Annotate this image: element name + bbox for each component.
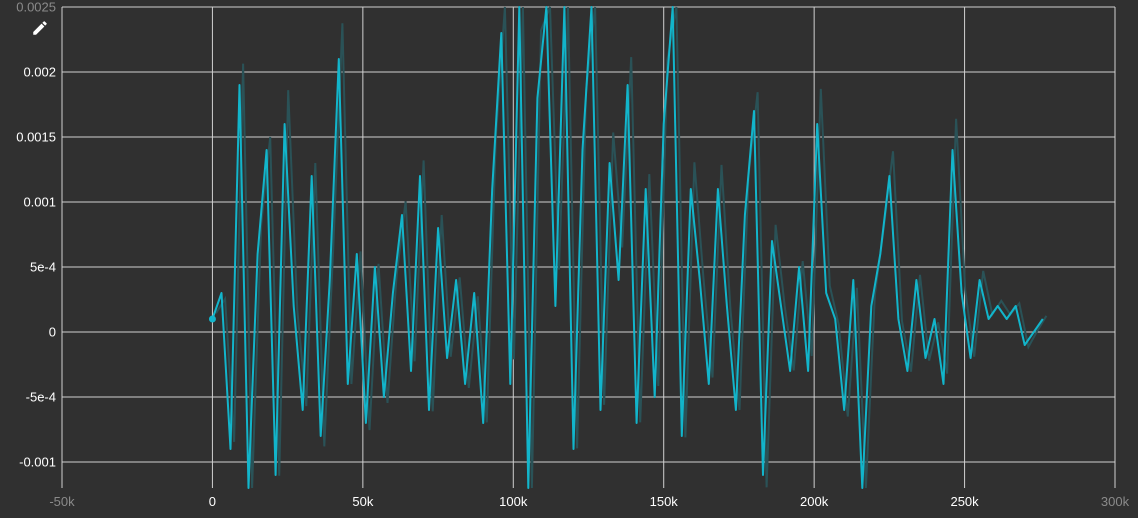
x-tick-label: -50k — [49, 494, 75, 509]
y-tick-label: -5e-4 — [26, 390, 56, 405]
y-tick-label: 0.0015 — [16, 130, 56, 145]
y-tick-label: 5e-4 — [30, 260, 56, 275]
x-tick-label: 300k — [1101, 494, 1130, 509]
smoothed-series-layer — [208, 6, 1044, 489]
x-axis-tick-labels: -50k 0 50k 100k 150k 200k 250k 300k — [49, 494, 1129, 509]
x-tick-label: 150k — [650, 494, 679, 509]
x-tick-label: 0 — [209, 494, 216, 509]
x-tick-label: 100k — [499, 494, 528, 509]
x-tick-label: 50k — [352, 494, 373, 509]
y-tick-label: 0.001 — [23, 195, 56, 210]
edit-button[interactable] — [26, 14, 54, 42]
x-tick-label: 250k — [950, 494, 979, 509]
y-tick-label: 0.0025 — [16, 0, 56, 15]
y-tick-label: 0.002 — [23, 65, 56, 80]
x-tick-label: 200k — [800, 494, 829, 509]
pencil-icon — [33, 21, 47, 35]
y-tick-label: 0 — [49, 325, 56, 340]
series-line — [211, 6, 1044, 489]
series-start-point — [208, 315, 216, 323]
y-tick-label: -0.001 — [19, 455, 56, 470]
grid-lines — [61, 6, 1116, 488]
y-axis-tick-labels: 0.0025 0.002 0.0015 0.001 5e-4 0 -5e-4 -0.001 — [16, 0, 56, 470]
